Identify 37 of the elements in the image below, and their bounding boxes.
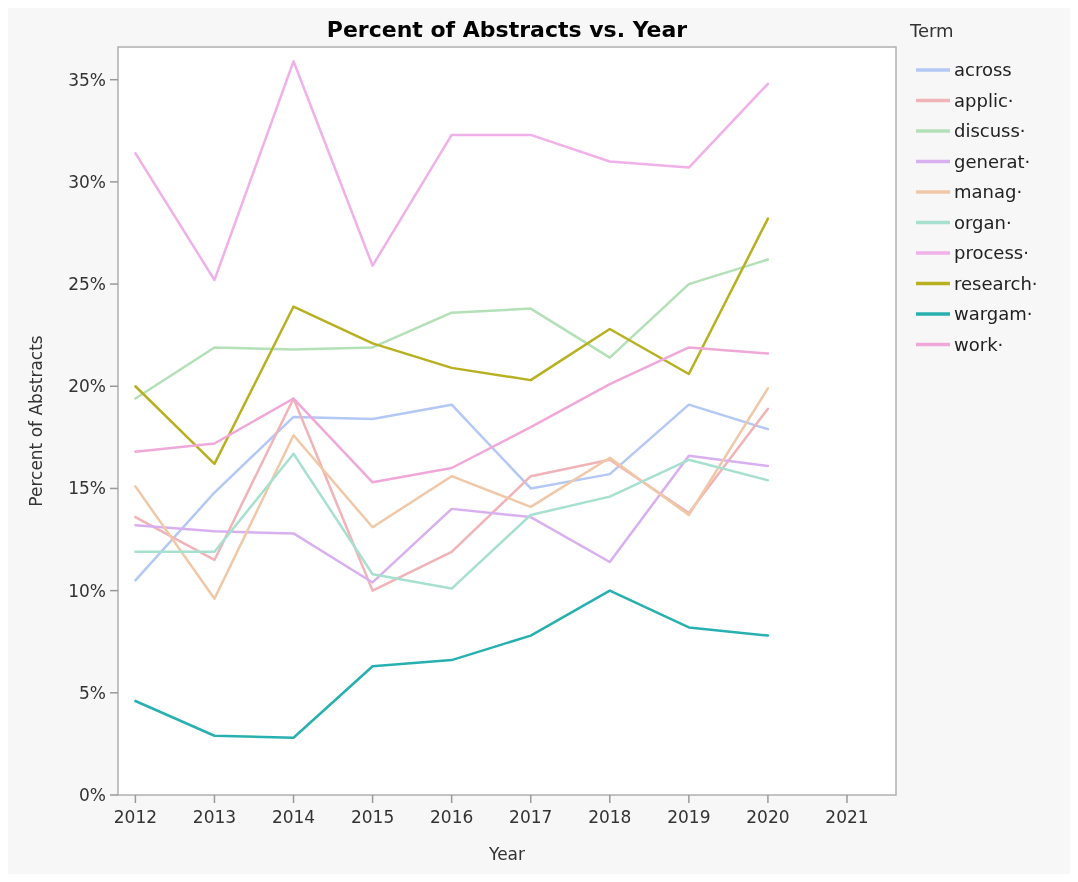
y-axis-title: Percent of Abstracts xyxy=(26,335,46,507)
legend-label: applic· xyxy=(954,89,1014,111)
x-tick-label: 2017 xyxy=(509,807,553,827)
legend-label: generat· xyxy=(954,150,1031,172)
legend-label: research· xyxy=(954,272,1038,294)
x-tick-label: 2012 xyxy=(113,807,158,827)
x-axis-title: Year xyxy=(488,844,525,864)
legend-label: manag· xyxy=(954,181,1023,203)
x-tick-label: 2015 xyxy=(350,807,395,827)
x-tick-label: 2013 xyxy=(192,807,237,827)
x-tick-label: 2014 xyxy=(271,807,316,827)
line-series xyxy=(134,346,770,484)
x-tick-label: 2020 xyxy=(746,807,790,827)
y-tick-label: 25% xyxy=(68,274,106,295)
y-tick-label: 15% xyxy=(68,478,106,499)
chart-title: Percent of Abstracts vs. Year xyxy=(326,17,688,42)
line-series xyxy=(134,589,770,740)
y-tick-label: 20% xyxy=(68,376,106,397)
legend-label: discuss· xyxy=(954,120,1026,142)
line-series xyxy=(134,258,770,400)
legend-label: across xyxy=(954,59,1012,81)
y-tick-label: 10% xyxy=(68,580,106,601)
y-tick-label: 35% xyxy=(68,69,106,90)
legend-label: process· xyxy=(954,242,1029,264)
y-tick-label: 5% xyxy=(79,682,106,703)
legend-title: Term xyxy=(909,20,954,41)
x-tick-label: 2019 xyxy=(667,807,711,827)
x-tick-label: 2016 xyxy=(430,807,474,827)
line-series xyxy=(134,60,770,282)
x-tick-label: 2021 xyxy=(825,807,869,827)
legend-label: work· xyxy=(954,333,1004,355)
legend-label: organ· xyxy=(954,211,1012,233)
legend-label: wargam· xyxy=(954,303,1033,325)
y-tick-label: 0% xyxy=(79,784,106,805)
y-tick-label: 30% xyxy=(68,171,106,192)
line-series xyxy=(134,217,770,466)
x-tick-label: 2018 xyxy=(588,807,632,827)
